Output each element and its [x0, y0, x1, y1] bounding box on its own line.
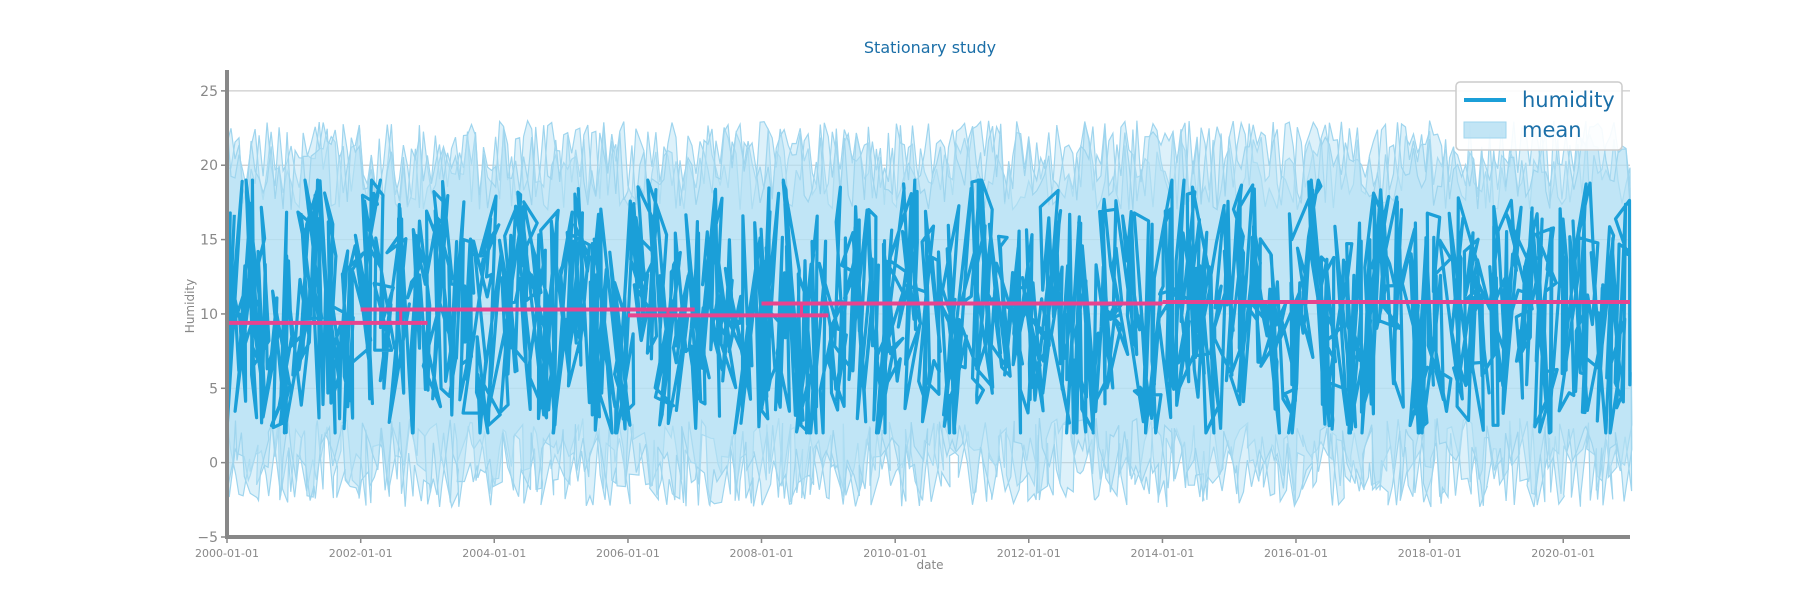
y-tick-label: 20: [200, 158, 218, 174]
x-tick-label: 2010-01-01: [863, 547, 927, 560]
y-tick-label: 5: [209, 381, 218, 397]
humidity-series-line: [225, 178, 1632, 435]
axis-layer: −5 0 5 10 15 20 25 2000-01-01 2002-01-01 2004-01-…: [195, 70, 1630, 560]
x-tick-label: 2008-01-01: [730, 547, 794, 560]
legend-mean-label: mean: [1522, 118, 1582, 142]
rolling-mean-layer: [227, 300, 1630, 325]
y-tick-label: 10: [200, 307, 218, 323]
x-tick-label: 2014-01-01: [1130, 547, 1194, 560]
legend-mean-swatch: [1463, 121, 1507, 139]
x-tick-label: 2018-01-01: [1398, 547, 1462, 560]
x-tick-label: 2016-01-01: [1264, 547, 1328, 560]
chart-title: Stationary study: [864, 38, 996, 57]
x-tick-label: 2000-01-01: [195, 547, 259, 560]
legend-humidity-label: humidity: [1522, 88, 1615, 112]
y-tick-label: −5: [197, 530, 218, 546]
x-tick-label: 2004-01-01: [462, 547, 526, 560]
humidity-line-layer: [225, 178, 1632, 435]
x-tick-label: 2012-01-01: [997, 547, 1061, 560]
legend: humidity mean: [1455, 81, 1623, 151]
y-tick-label: 25: [200, 84, 218, 100]
y-tick-label: 15: [200, 233, 218, 249]
x-axis-label: date: [916, 558, 943, 572]
y-axis-label: Humidity: [183, 279, 197, 333]
x-tick-label: 2020-01-01: [1531, 547, 1595, 560]
x-tick-label: 2002-01-01: [329, 547, 393, 560]
y-tick-label: 0: [209, 456, 218, 472]
x-tick-label: 2006-01-01: [596, 547, 660, 560]
